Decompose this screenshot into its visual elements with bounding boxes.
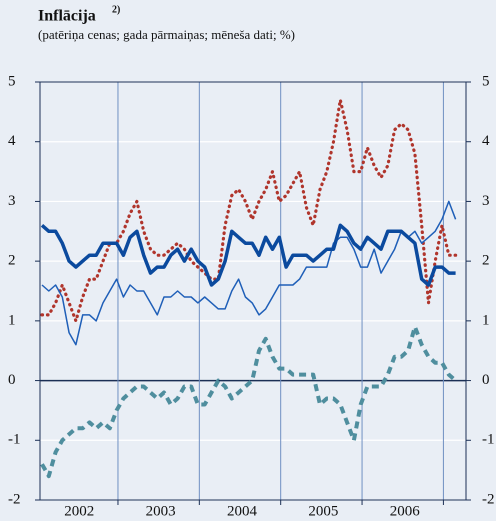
x-tick-label: 2002 — [64, 503, 94, 519]
y-tick-label: 3 — [8, 193, 16, 209]
x-tick-label: 2004 — [227, 503, 258, 519]
y-tick-label: 3 — [482, 193, 490, 209]
plot-area — [40, 82, 466, 500]
y-tick-label: 1 — [482, 312, 490, 328]
series-line — [40, 223, 456, 287]
y-tick-label: 1 — [8, 312, 16, 328]
footnote-mark: 2) — [112, 4, 120, 15]
y-tick-label: -2 — [482, 491, 495, 507]
series-line — [41, 200, 457, 346]
y-tick-label: 0 — [8, 372, 16, 388]
x-tick-label: 2006 — [390, 503, 421, 519]
y-tick-label: 4 — [482, 133, 490, 149]
y-tick-label: -1 — [8, 432, 21, 448]
chart-subtitle: (patēriņa cenas; gada pārmaiņas; mēneša … — [38, 27, 295, 42]
x-tick-label: 2003 — [146, 503, 176, 519]
y-tick-label: -1 — [482, 432, 495, 448]
y-tick-label: 0 — [482, 372, 490, 388]
x-tick-label: 2005 — [308, 503, 338, 519]
y-tick-label: -2 — [8, 491, 21, 507]
chart-title: Inflācija — [38, 8, 96, 25]
y-tick-label: 2 — [482, 253, 490, 269]
plot-frame — [39, 81, 467, 501]
y-tick-label: 4 — [8, 133, 16, 149]
y-tick-label: 5 — [482, 73, 490, 89]
series-line — [40, 324, 457, 479]
y-tick-label: 5 — [8, 73, 16, 89]
series-line — [40, 98, 458, 323]
y-tick-label: 2 — [8, 253, 16, 269]
